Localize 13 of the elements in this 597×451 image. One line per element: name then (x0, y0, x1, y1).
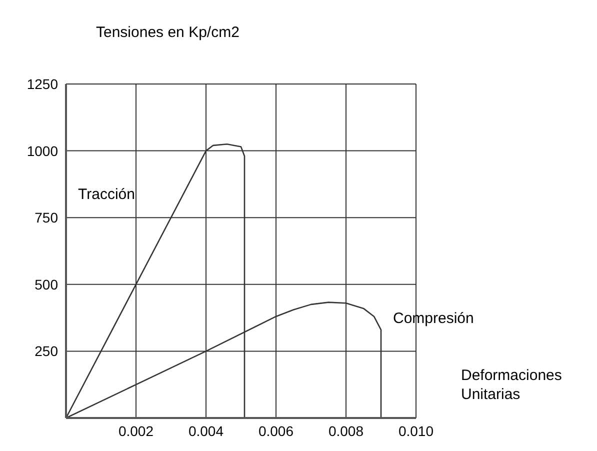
x-tick-label: 0.010 (398, 422, 434, 439)
y-tick-label: 750 (34, 210, 58, 226)
x-tick-label: 0.006 (258, 422, 294, 439)
y-tick-label: 1250 (26, 76, 58, 92)
y-axis-title: Tensiones en Kp/cm2 (96, 24, 240, 41)
y-tick-label: 500 (34, 276, 58, 292)
x-tick-label: 0.002 (118, 422, 154, 439)
text: Tracción (78, 186, 135, 204)
x-axis-title: Deformaciones Unitarias (461, 366, 562, 404)
y-tick-label: 1000 (26, 142, 58, 159)
x-tick-label: 0.008 (328, 422, 364, 439)
y-tick-label: 250 (34, 343, 58, 360)
x-tick-label: 0.004 (188, 422, 224, 439)
